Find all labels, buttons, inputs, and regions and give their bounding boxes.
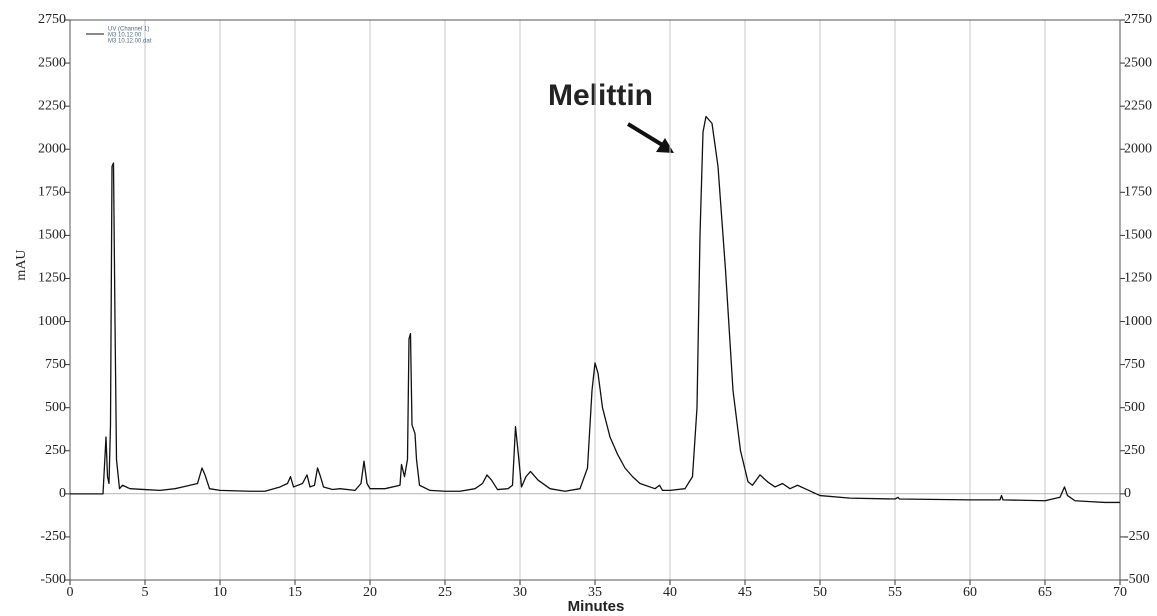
- y2-tick-label: 500: [1124, 400, 1145, 415]
- y-tick-label: 1750: [38, 185, 66, 200]
- annotation: Melittin: [548, 79, 653, 112]
- legend-label: UV (Channel 1): [108, 27, 149, 33]
- y2-tick-label: 2750: [1124, 12, 1152, 27]
- x-tick-label: 70: [1113, 585, 1127, 600]
- x-tick-label: 30: [513, 585, 527, 600]
- y-tick-label: 1000: [38, 314, 66, 329]
- y2-tick-label: -500: [1124, 572, 1150, 587]
- y-tick-label: 750: [45, 357, 66, 372]
- y-tick-label: 500: [45, 400, 66, 415]
- x-tick-label: 55: [888, 585, 902, 600]
- y-tick-label: -250: [40, 529, 66, 544]
- y2-tick-label: 0: [1124, 486, 1131, 501]
- y-tick-label: 1250: [38, 271, 66, 286]
- y2-tick-label: 1500: [1124, 228, 1152, 243]
- x-tick-label: 35: [588, 585, 602, 600]
- y2-tick-label: 2000: [1124, 141, 1152, 156]
- y-tick-label: 2250: [38, 98, 66, 113]
- x-tick-label: 20: [363, 585, 377, 600]
- y-tick-label: -500: [40, 572, 66, 587]
- legend-note: M3 10.12.00: [108, 33, 142, 39]
- plot-frame: [69, 19, 1121, 581]
- y2-tick-label: 1750: [1124, 185, 1152, 200]
- y2-tick-label: 1250: [1124, 271, 1152, 286]
- x-tick-label: 50: [813, 585, 827, 600]
- x-axis-title: Minutes: [568, 598, 625, 615]
- y-tick-label: 0: [59, 486, 66, 501]
- x-tick-label: 60: [963, 585, 977, 600]
- x-tick-label: 15: [288, 585, 302, 600]
- y-axis-title: mAU: [14, 249, 29, 280]
- y-tick-label: 250: [45, 443, 66, 458]
- y2-tick-label: 2500: [1124, 55, 1152, 70]
- y2-tick-label: 1000: [1124, 314, 1152, 329]
- x-tick-label: 0: [67, 585, 74, 600]
- x-tick-label: 65: [1038, 585, 1052, 600]
- x-tick-label: 45: [738, 585, 752, 600]
- x-tick-label: 10: [213, 585, 227, 600]
- x-tick-label: 40: [663, 585, 677, 600]
- y2-tick-label: 250: [1124, 443, 1145, 458]
- y-tick-label: 2750: [38, 12, 66, 27]
- y-tick-label: 2500: [38, 55, 66, 70]
- series-line: [70, 115, 1120, 504]
- x-tick-label: 5: [142, 585, 149, 600]
- x-tick-label: 25: [438, 585, 452, 600]
- y2-tick-label: -250: [1124, 529, 1150, 544]
- annotation-arrow: [626, 122, 674, 153]
- y-tick-label: 1500: [38, 228, 66, 243]
- y2-tick-label: 2250: [1124, 98, 1152, 113]
- y-tick-label: 2000: [38, 141, 66, 156]
- legend-note: M3 10.12.00.dat: [108, 39, 152, 45]
- y2-tick-label: 750: [1124, 357, 1145, 372]
